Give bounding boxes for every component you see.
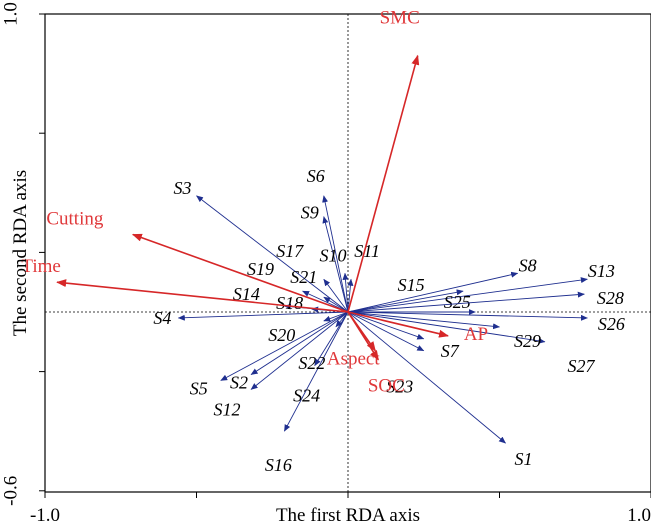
site-arrow bbox=[347, 311, 588, 321]
site-label: S20 bbox=[268, 325, 295, 345]
site-arrow bbox=[323, 296, 349, 313]
site-label: S9 bbox=[301, 203, 319, 223]
site-arrow bbox=[347, 271, 519, 313]
site-label: S29 bbox=[514, 331, 541, 351]
site-label: S28 bbox=[597, 288, 624, 308]
site-arrow bbox=[347, 311, 500, 330]
site-label: S10 bbox=[319, 245, 346, 265]
site-arrow bbox=[347, 277, 588, 313]
y-tick-label: 1.0 bbox=[0, 2, 21, 26]
site-arrow bbox=[322, 216, 349, 313]
environmental-label: AP bbox=[464, 324, 488, 345]
site-label: S1 bbox=[515, 449, 533, 469]
site-label: S3 bbox=[174, 178, 192, 198]
site-label: S22 bbox=[298, 353, 325, 373]
site-label: S25 bbox=[444, 292, 471, 312]
site-label: S12 bbox=[214, 399, 241, 419]
site-arrow bbox=[196, 195, 349, 313]
site-label: S11 bbox=[354, 241, 380, 261]
site-vectors: S1 S2 S3 S4 S5 S6 S7 S8 S9 S10 S11 S12 S13 S14 S15 S16 S… bbox=[153, 166, 625, 475]
site-label: S15 bbox=[398, 275, 425, 295]
y-tick-label: -0.6 bbox=[0, 476, 21, 506]
site-label: S5 bbox=[190, 379, 208, 399]
site-arrow bbox=[323, 311, 349, 322]
site-label: S4 bbox=[153, 308, 171, 328]
x-tick-label: 1.0 bbox=[627, 505, 651, 526]
site-label: S14 bbox=[233, 284, 260, 304]
x-axis-title: The first RDA axis bbox=[276, 505, 420, 526]
environmental-label: Aspect bbox=[327, 349, 380, 370]
site-arrow bbox=[347, 311, 506, 444]
site-arrow bbox=[347, 311, 425, 340]
environmental-label: Cutting bbox=[46, 209, 104, 230]
site-label: S27 bbox=[567, 356, 595, 376]
site-arrow bbox=[177, 311, 349, 321]
site-label: S26 bbox=[598, 314, 625, 334]
site-arrow bbox=[347, 291, 585, 313]
site-label: S2 bbox=[230, 373, 248, 393]
site-arrow bbox=[283, 311, 349, 432]
environmental-vectors: SMC Cutting Time Aspect SOC AP bbox=[21, 8, 488, 397]
environmental-label: SOC bbox=[368, 376, 405, 397]
y-axis-title: The second RDA axis bbox=[10, 170, 31, 336]
site-arrow bbox=[347, 311, 546, 344]
site-arrow bbox=[347, 278, 354, 313]
site-arrow bbox=[250, 311, 349, 375]
site-label: S16 bbox=[265, 455, 292, 475]
zero-lines bbox=[45, 14, 651, 492]
environmental-arrow bbox=[347, 311, 449, 338]
site-label: S19 bbox=[247, 259, 274, 279]
axis-ticks bbox=[39, 13, 651, 498]
site-arrow bbox=[322, 195, 349, 313]
site-arrow bbox=[220, 311, 349, 381]
site-label: S6 bbox=[307, 166, 325, 186]
site-label: S23 bbox=[386, 377, 413, 397]
environmental-arrow bbox=[347, 54, 420, 313]
site-arrow bbox=[314, 311, 349, 367]
site-arrow bbox=[323, 278, 349, 313]
site-arrow bbox=[347, 289, 464, 313]
site-label: S18 bbox=[276, 293, 303, 313]
site-label: S17 bbox=[276, 241, 304, 261]
environmental-arrow bbox=[347, 311, 379, 361]
site-label: S24 bbox=[293, 386, 320, 406]
site-arrow bbox=[250, 311, 349, 390]
environmental-arrow bbox=[131, 233, 349, 313]
environmental-arrow bbox=[56, 279, 349, 313]
x-tick-label: -1.0 bbox=[30, 505, 60, 526]
site-label: S21 bbox=[290, 267, 317, 287]
site-label: S8 bbox=[519, 255, 537, 275]
environmental-label: SMC bbox=[380, 8, 420, 29]
plot-frame bbox=[44, 13, 651, 493]
site-label: S13 bbox=[588, 261, 615, 281]
site-arrow bbox=[347, 311, 425, 352]
site-label: S7 bbox=[441, 341, 460, 361]
environmental-label: Time bbox=[21, 256, 60, 277]
site-arrow bbox=[342, 272, 349, 313]
